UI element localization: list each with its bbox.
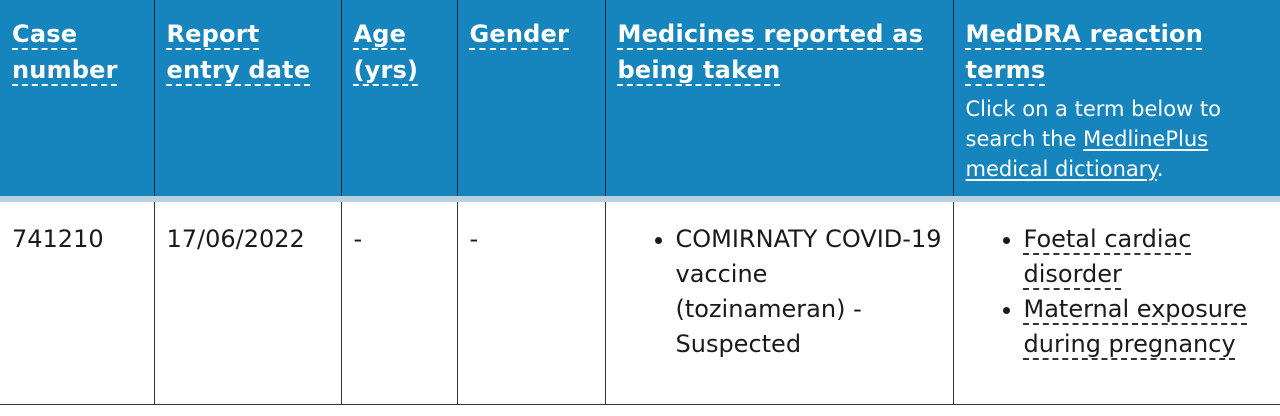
table-header-row: Case number Report entry date Age (yrs) …: [0, 0, 1280, 202]
meddra-help-note: Click on a term below to search the Medl…: [966, 94, 1271, 184]
cell-gender: -: [456, 199, 605, 405]
cell-age: -: [340, 199, 457, 405]
table-row: 741210 17/06/2022 - - COMIRNATY COVID-19…: [0, 199, 1280, 405]
sort-report-entry-date-link[interactable]: Report entry date: [166, 20, 311, 84]
header-medicines: Medicines reported as being taken: [604, 0, 953, 202]
reaction-term-item: Maternal exposure during pregnancy: [1024, 292, 1271, 362]
header-age: Age (yrs): [340, 0, 457, 202]
header-meddra-terms: MedDRA reaction terms Click on a term be…: [952, 0, 1280, 202]
reaction-term-link-maternal-exposure[interactable]: Maternal exposure during pregnancy: [1023, 295, 1248, 358]
sort-medicines-link[interactable]: Medicines reported as being taken: [617, 20, 924, 84]
reaction-term-link-foetal-cardiac-disorder[interactable]: Foetal cardiac disorder: [1023, 225, 1192, 288]
cell-medicines: COMIRNATY COVID-19 vaccine (tozinameran)…: [604, 199, 953, 405]
sort-gender-link[interactable]: Gender: [469, 20, 570, 48]
cell-case-number: 741210: [0, 199, 154, 405]
adverse-event-table: Case number Report entry date Age (yrs) …: [0, 0, 1280, 405]
medicine-item: COMIRNATY COVID-19 vaccine (tozinameran)…: [676, 222, 943, 362]
medlineplus-dictionary-link[interactable]: MedlinePlus medical dictionary: [965, 127, 1209, 181]
sort-case-number-link[interactable]: Case number: [12, 20, 118, 84]
header-gender: Gender: [456, 0, 605, 202]
header-case-number: Case number: [0, 0, 154, 202]
reaction-terms-list: Foetal cardiac disorder Maternal exposur…: [966, 222, 1271, 362]
reaction-term-item: Foetal cardiac disorder: [1024, 222, 1271, 292]
sort-meddra-terms-link[interactable]: MedDRA reaction terms: [965, 20, 1203, 84]
sort-age-link[interactable]: Age (yrs): [353, 20, 419, 84]
cell-report-entry-date: 17/06/2022: [153, 199, 341, 405]
meddra-help-period: .: [1156, 157, 1164, 181]
meddra-help-text: Click on a term below to search the: [965, 97, 1222, 151]
cell-reaction-terms: Foetal cardiac disorder Maternal exposur…: [952, 199, 1280, 405]
medicines-list: COMIRNATY COVID-19 vaccine (tozinameran)…: [618, 222, 943, 362]
header-report-entry-date: Report entry date: [153, 0, 341, 202]
